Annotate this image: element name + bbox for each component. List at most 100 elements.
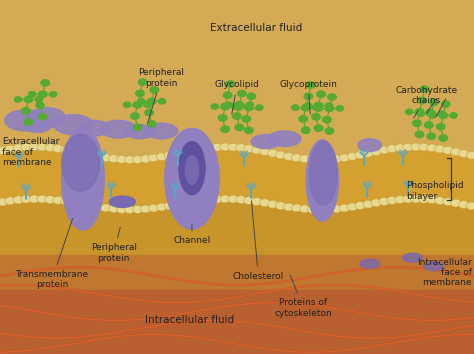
- Circle shape: [235, 102, 244, 108]
- Circle shape: [387, 196, 397, 204]
- Circle shape: [133, 102, 142, 108]
- Ellipse shape: [165, 129, 219, 229]
- Circle shape: [347, 203, 357, 211]
- Circle shape: [133, 124, 142, 131]
- Circle shape: [252, 198, 262, 206]
- Circle shape: [315, 105, 323, 111]
- Circle shape: [292, 204, 302, 212]
- Circle shape: [85, 151, 95, 159]
- Circle shape: [131, 113, 139, 119]
- Circle shape: [235, 105, 242, 110]
- Circle shape: [204, 144, 214, 152]
- Circle shape: [156, 153, 167, 161]
- Circle shape: [427, 144, 437, 152]
- Circle shape: [156, 203, 167, 211]
- Circle shape: [255, 105, 263, 110]
- Circle shape: [53, 196, 63, 204]
- Circle shape: [61, 146, 71, 154]
- Circle shape: [196, 197, 206, 205]
- Circle shape: [411, 195, 421, 203]
- Circle shape: [426, 109, 434, 115]
- Circle shape: [427, 110, 436, 117]
- Circle shape: [411, 143, 421, 151]
- Circle shape: [158, 98, 166, 104]
- Ellipse shape: [5, 110, 47, 131]
- Circle shape: [24, 96, 33, 103]
- Text: Intracellular fluid: Intracellular fluid: [145, 315, 234, 325]
- Circle shape: [228, 143, 238, 151]
- Circle shape: [136, 90, 144, 97]
- Circle shape: [379, 198, 389, 205]
- Circle shape: [117, 205, 127, 213]
- Circle shape: [363, 149, 374, 157]
- Circle shape: [164, 202, 174, 210]
- Circle shape: [24, 119, 33, 125]
- Circle shape: [219, 115, 227, 121]
- Circle shape: [371, 148, 382, 155]
- Circle shape: [228, 195, 238, 203]
- Circle shape: [435, 197, 445, 205]
- Circle shape: [395, 196, 405, 204]
- Circle shape: [403, 143, 413, 151]
- Circle shape: [439, 112, 447, 119]
- Circle shape: [323, 116, 331, 123]
- Circle shape: [180, 199, 191, 207]
- Circle shape: [355, 202, 365, 210]
- Circle shape: [363, 200, 374, 208]
- Circle shape: [417, 111, 425, 116]
- Circle shape: [317, 91, 325, 97]
- Circle shape: [379, 146, 389, 154]
- Ellipse shape: [268, 131, 301, 147]
- Circle shape: [307, 206, 318, 213]
- Circle shape: [418, 97, 426, 104]
- Circle shape: [336, 105, 344, 111]
- Circle shape: [260, 199, 270, 207]
- Circle shape: [299, 116, 308, 122]
- Circle shape: [188, 146, 199, 154]
- Ellipse shape: [251, 135, 280, 149]
- Circle shape: [100, 204, 111, 212]
- Circle shape: [225, 102, 233, 108]
- Circle shape: [172, 149, 182, 157]
- Circle shape: [140, 155, 151, 163]
- Circle shape: [180, 148, 191, 156]
- Text: Glycolipid: Glycolipid: [215, 80, 259, 114]
- Circle shape: [439, 135, 447, 141]
- Circle shape: [292, 154, 302, 162]
- Circle shape: [123, 102, 131, 108]
- Circle shape: [413, 120, 421, 126]
- Ellipse shape: [360, 259, 380, 268]
- Circle shape: [29, 143, 39, 151]
- Circle shape: [355, 151, 365, 159]
- Text: Transmembrane
protein: Transmembrane protein: [16, 218, 89, 289]
- Ellipse shape: [24, 117, 52, 132]
- Circle shape: [437, 124, 445, 130]
- Ellipse shape: [80, 120, 110, 136]
- Circle shape: [244, 145, 254, 153]
- Circle shape: [92, 203, 103, 211]
- Circle shape: [315, 156, 326, 164]
- Circle shape: [221, 126, 229, 132]
- Circle shape: [147, 98, 156, 104]
- Circle shape: [441, 101, 450, 107]
- Circle shape: [150, 87, 158, 93]
- Circle shape: [53, 144, 63, 152]
- Circle shape: [237, 90, 246, 97]
- Circle shape: [147, 121, 156, 127]
- Circle shape: [419, 195, 429, 203]
- Circle shape: [260, 148, 270, 155]
- Circle shape: [268, 200, 278, 208]
- Circle shape: [220, 143, 230, 151]
- Circle shape: [323, 205, 334, 213]
- Circle shape: [226, 81, 235, 87]
- Ellipse shape: [358, 139, 382, 152]
- Circle shape: [458, 201, 469, 209]
- Text: Intracellular
face of
membrane: Intracellular face of membrane: [417, 258, 472, 287]
- Circle shape: [339, 154, 350, 162]
- Ellipse shape: [100, 120, 137, 138]
- Circle shape: [443, 146, 453, 154]
- Circle shape: [132, 206, 143, 213]
- Circle shape: [245, 104, 253, 111]
- Circle shape: [85, 201, 95, 209]
- Circle shape: [140, 205, 151, 213]
